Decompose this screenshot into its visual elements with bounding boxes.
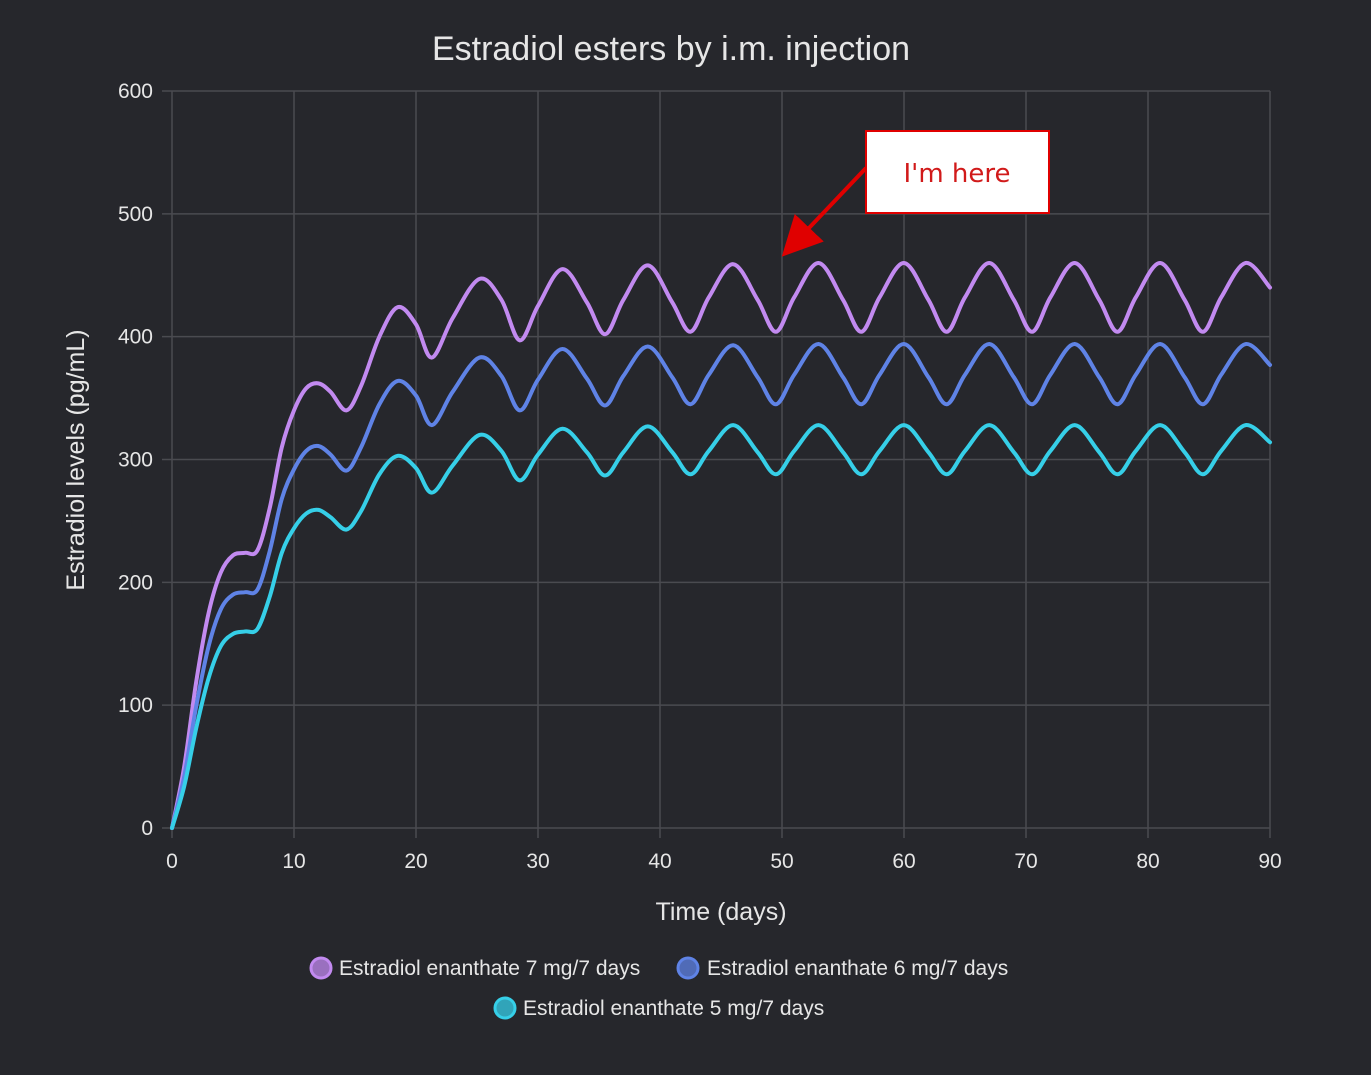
annotation-text: I'm here [904,159,1011,189]
legend-dot [309,956,333,980]
legend-label: Estradiol enanthate 5 mg/7 days [523,997,824,1020]
legend-item-series-3[interactable]: Estradiol enanthate 5 mg/7 days [493,996,824,1020]
y-axis-title: Estradiol levels (pg/mL) [62,329,90,590]
x-tick-label: 10 [282,850,305,873]
y-tick-label: 0 [141,817,153,840]
x-tick-label: 70 [1014,850,1037,873]
x-tick-label: 40 [648,850,671,873]
series-line-2 [170,342,1272,830]
chart-grid [162,90,1271,838]
x-tick-label: 50 [770,850,793,873]
x-tick-label: 0 [166,850,178,873]
x-tick-label: 90 [1258,850,1281,873]
x-tick-label: 60 [892,850,915,873]
legend-item-series-2[interactable]: Estradiol enanthate 6 mg/7 days [676,956,1008,980]
legend-label: Estradiol enanthate 6 mg/7 days [707,957,1008,980]
y-tick-label: 100 [118,694,153,717]
y-tick-label: 200 [118,571,153,594]
y-tick-label: 300 [118,449,153,472]
annotation-arrow [781,166,868,257]
x-tick-label: 30 [526,850,549,873]
series-lines [170,260,1272,830]
x-tick-label: 80 [1136,850,1159,873]
x-axis-ticks: 0 10 20 30 40 50 60 70 80 90 [166,850,1282,873]
legend-label: Estradiol enanthate 7 mg/7 days [339,957,640,980]
x-tick-label: 20 [404,850,427,873]
legend-dot [493,996,517,1020]
legend-item-series-1[interactable]: Estradiol enanthate 7 mg/7 days [309,956,640,980]
x-axis-title: Time (days) [655,898,786,926]
annotation-box [865,130,1050,214]
y-axis-ticks: 0 100 200 300 400 500 600 [118,80,153,840]
y-tick-label: 400 [118,326,153,349]
y-tick-label: 600 [118,80,153,103]
chart-title: Estradiol esters by i.m. injection [432,30,910,68]
legend-dot [676,956,700,980]
legend: Estradiol enanthate 7 mg/7 days Estradio… [309,956,1008,1020]
series-line-3 [170,423,1272,830]
series-line-1 [170,260,1272,830]
annotation: I'm here [781,130,1050,257]
y-tick-label: 500 [118,203,153,226]
